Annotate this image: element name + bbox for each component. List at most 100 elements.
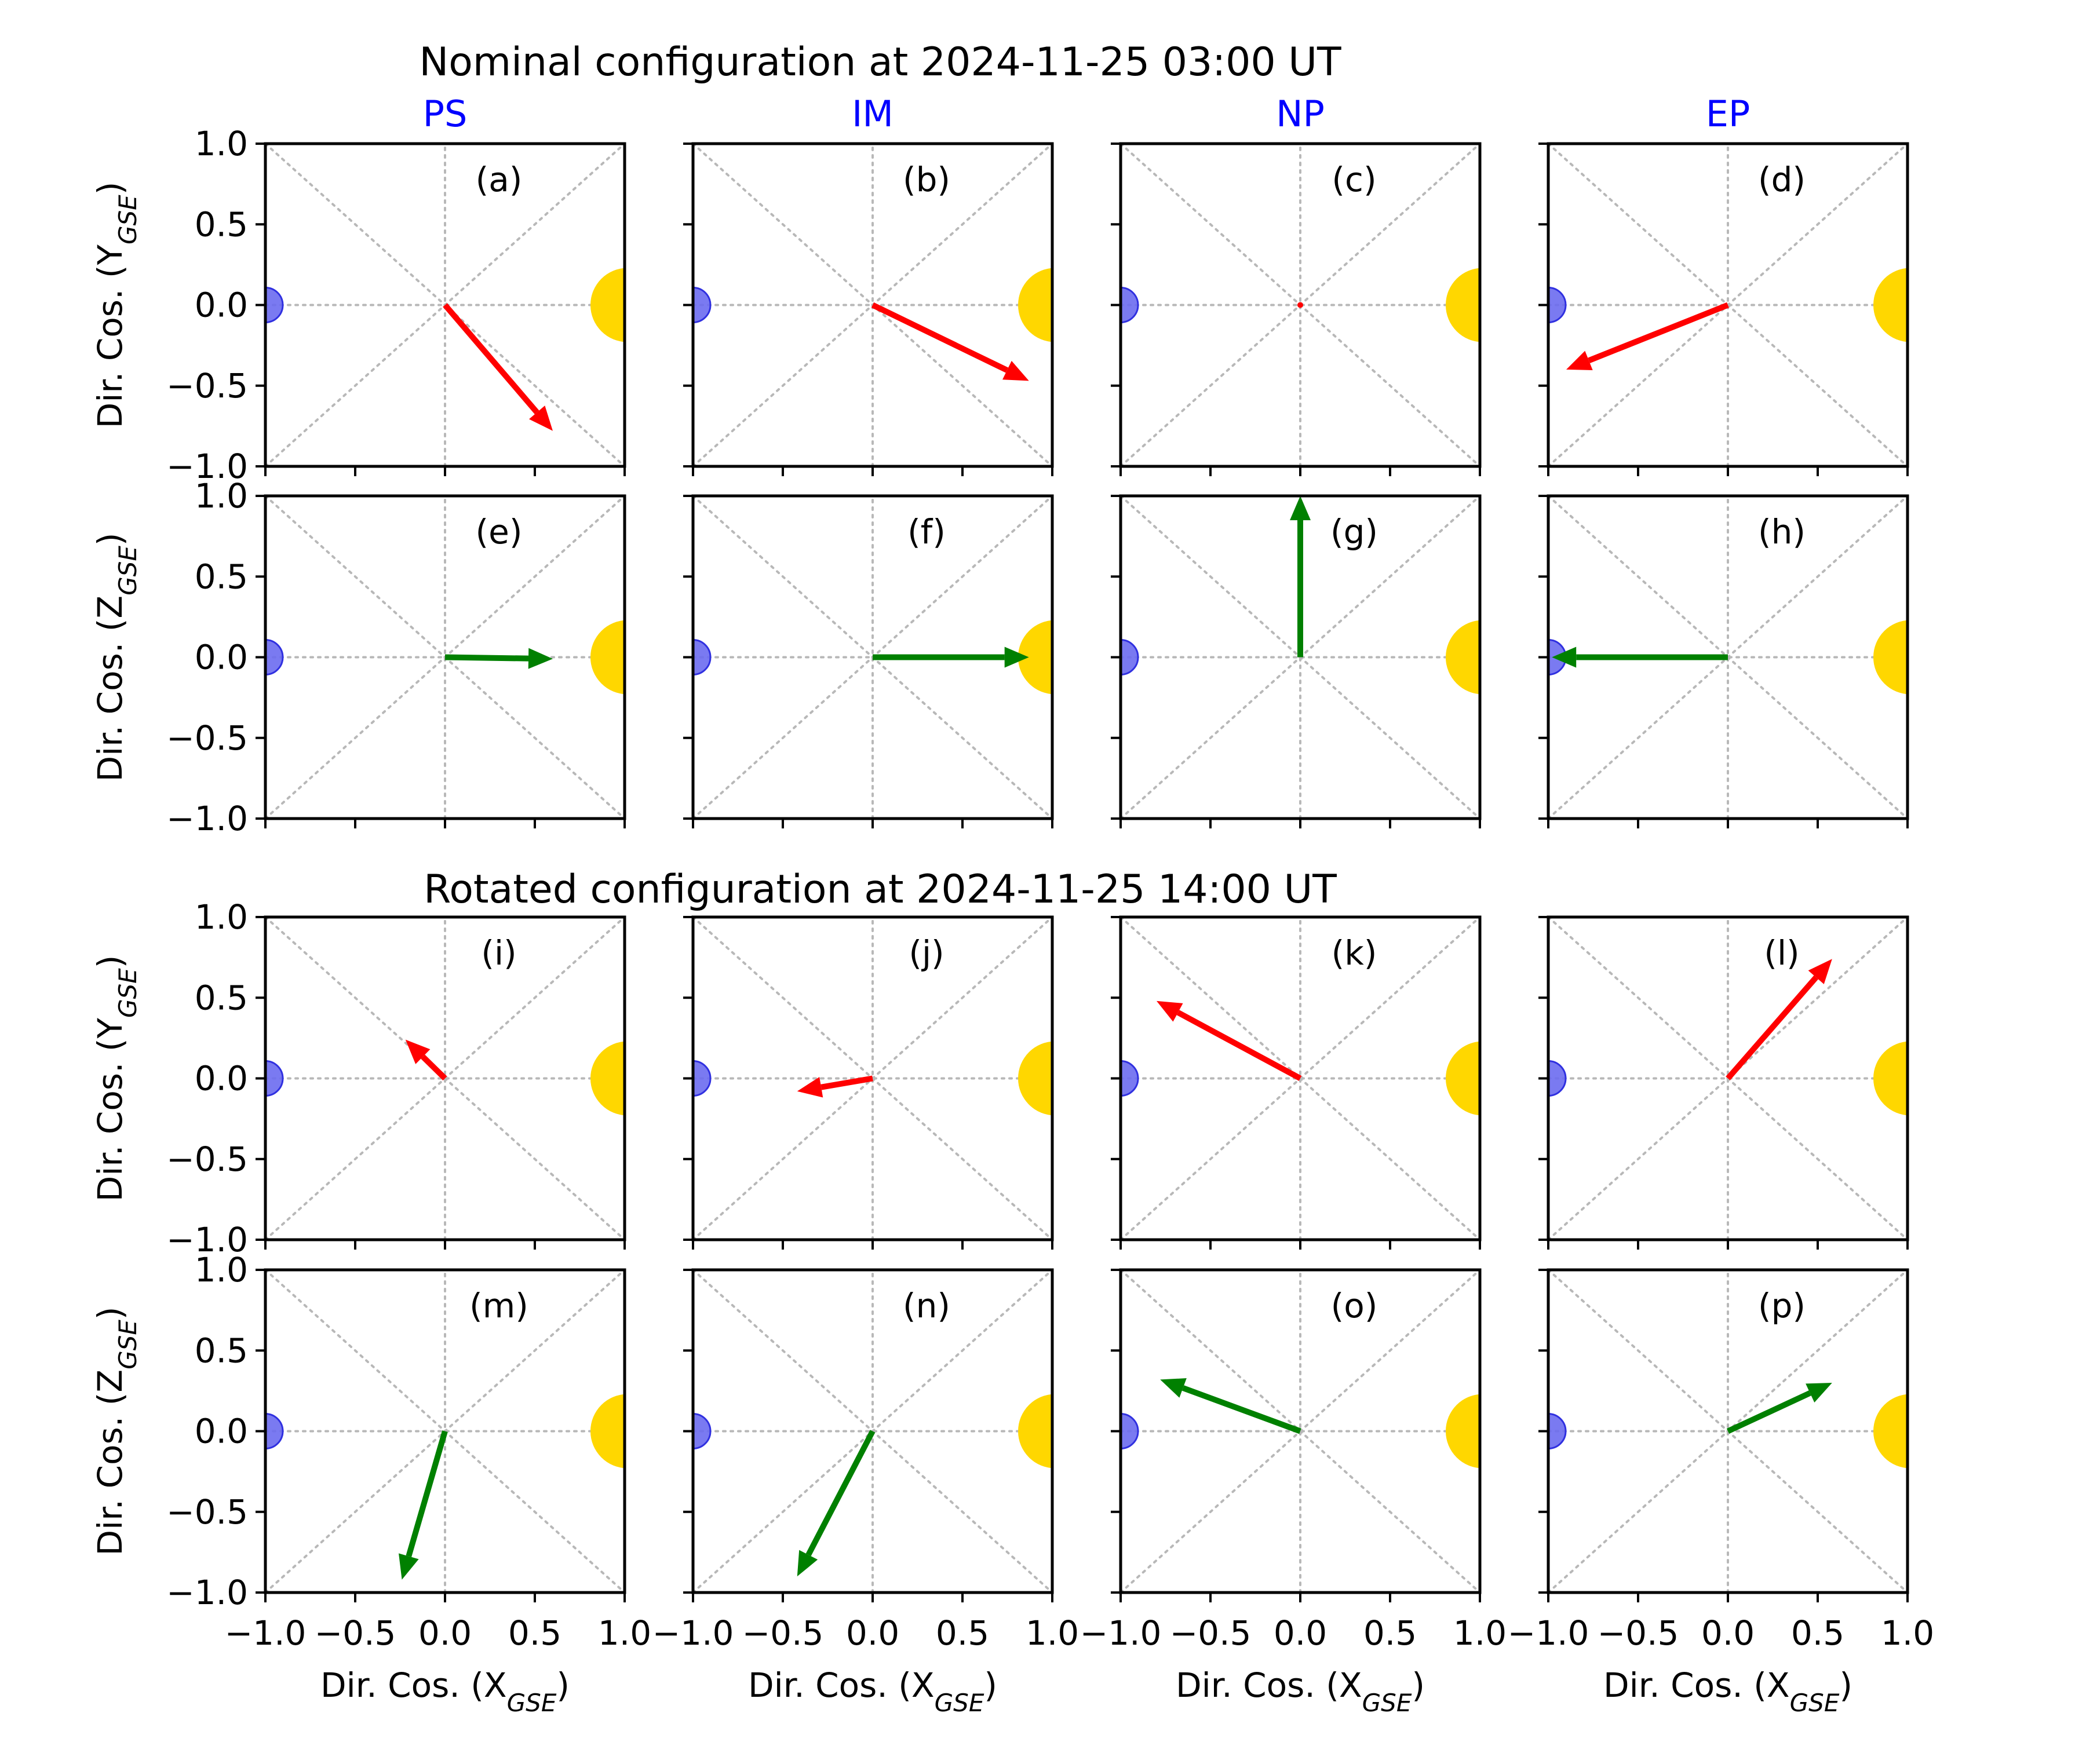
markers xyxy=(693,620,1052,695)
direction-arrow xyxy=(1588,302,1729,363)
earth-marker xyxy=(693,1413,712,1449)
markers xyxy=(1121,268,1480,342)
x-tick-label: 1.0 xyxy=(1026,1613,1079,1653)
panel-d: (d) xyxy=(1538,142,1909,476)
sun-marker xyxy=(1873,620,1908,695)
y-axis-label: Dir. Cos. (YGSE) xyxy=(90,182,142,429)
x-tick-label: −1.0 xyxy=(225,1613,307,1653)
panel-c: (c) xyxy=(1111,142,1482,476)
direction-arrowhead xyxy=(1806,1382,1832,1403)
panel-label: (b) xyxy=(903,160,950,199)
earth-marker xyxy=(693,639,712,675)
markers xyxy=(1548,1041,1908,1116)
column-title-im: IM xyxy=(852,93,894,135)
y-tick-label: 0.5 xyxy=(195,978,248,1017)
direction-arrow xyxy=(871,302,1009,373)
markers xyxy=(1548,1394,1908,1469)
x-axis-label: Dir. Cos. (XGSE) xyxy=(320,1666,570,1717)
earth-marker xyxy=(265,287,284,323)
earth-marker xyxy=(1121,1060,1139,1097)
direction-arrow xyxy=(1176,1010,1302,1081)
y-tick-label: −0.5 xyxy=(166,366,248,406)
panel-label: (g) xyxy=(1330,512,1378,552)
direction-arrow xyxy=(1726,1390,1811,1434)
panel-label: (h) xyxy=(1758,512,1806,552)
y-tick-label: 1.0 xyxy=(195,1250,248,1290)
direction-arrowhead xyxy=(399,1553,419,1580)
sun-marker xyxy=(1446,1041,1480,1116)
y-tick-label: −0.5 xyxy=(166,1140,248,1179)
earth-marker xyxy=(1548,287,1567,323)
direction-arrow xyxy=(1726,975,1818,1080)
y-tick-label: −0.5 xyxy=(166,718,248,758)
markers xyxy=(265,1394,625,1469)
direction-arrowhead xyxy=(1808,959,1832,984)
y-axis-label: Dir. Cos. (ZGSE) xyxy=(90,1307,142,1556)
direction-arrow xyxy=(406,1430,448,1557)
x-tick-label: 0.5 xyxy=(1791,1613,1844,1653)
x-axis-label: Dir. Cos. (XGSE) xyxy=(1176,1666,1425,1717)
sun-marker xyxy=(1018,1041,1052,1116)
direction-arrowhead xyxy=(1160,1378,1187,1398)
earth-marker xyxy=(265,1060,284,1097)
panel-label: (n) xyxy=(903,1286,950,1325)
earth-marker xyxy=(1121,287,1139,323)
sun-marker xyxy=(590,1041,625,1116)
y-tick-label: 0.0 xyxy=(195,1412,248,1451)
panel-label: (m) xyxy=(469,1286,528,1325)
x-tick-label: −1.0 xyxy=(1508,1613,1589,1653)
direction-arrowhead xyxy=(1002,360,1029,381)
sun-marker xyxy=(1018,268,1052,342)
panel-l: (l) xyxy=(1538,915,1909,1250)
panel-label: (k) xyxy=(1332,933,1377,973)
title-nominal: Nominal configuration at 2024-11-25 03:0… xyxy=(419,39,1341,85)
panel-label: (f) xyxy=(907,512,946,552)
panel-label: (i) xyxy=(481,933,516,973)
sun-marker xyxy=(1018,1394,1052,1469)
column-title-ps: PS xyxy=(423,93,468,135)
x-tick-label: −1.0 xyxy=(1080,1613,1162,1653)
sun-marker xyxy=(1873,1041,1908,1116)
earth-marker xyxy=(1121,639,1139,675)
sun-marker xyxy=(1446,620,1480,695)
x-tick-label: 0.5 xyxy=(1363,1613,1417,1653)
direction-arrow xyxy=(1297,302,1303,308)
y-tick-label: −1.0 xyxy=(166,1573,248,1612)
panel-i: (i) −1.0 −0.5 0.0 0.5 1.0 Dir. Cos. (YGSE) xyxy=(90,897,626,1259)
markers xyxy=(265,1041,625,1116)
sun-marker xyxy=(1446,1394,1480,1469)
direction-arrow xyxy=(820,1075,873,1090)
x-tick-label: 1.0 xyxy=(598,1613,651,1653)
panel-k: (k) xyxy=(1111,915,1482,1250)
sun-marker xyxy=(590,1394,625,1469)
x-tick-label: 0.0 xyxy=(846,1613,899,1653)
sun-marker xyxy=(1446,268,1480,342)
x-tick-label: 0.0 xyxy=(1274,1613,1327,1653)
sun-marker xyxy=(1873,268,1908,342)
column-title-ep: EP xyxy=(1706,93,1751,135)
markers xyxy=(693,268,1052,342)
sun-marker xyxy=(590,268,625,342)
markers xyxy=(693,1041,1052,1116)
x-tick-label: 0.5 xyxy=(508,1613,561,1653)
earth-marker xyxy=(1548,1413,1567,1449)
markers xyxy=(265,620,625,695)
markers xyxy=(693,1394,1052,1469)
x-tick-label: 1.0 xyxy=(1881,1613,1934,1653)
y-tick-label: 0.0 xyxy=(195,286,248,325)
panel-label: (j) xyxy=(909,933,944,973)
y-tick-label: 1.0 xyxy=(195,897,248,937)
title-rotated: Rotated configuration at 2024-11-25 14:0… xyxy=(424,867,1337,912)
x-axis-label: Dir. Cos. (XGSE) xyxy=(748,1666,997,1717)
direction-arrowhead xyxy=(529,406,553,431)
markers xyxy=(1121,1394,1480,1469)
y-tick-label: 0.0 xyxy=(195,1059,248,1098)
panel-label: (p) xyxy=(1758,1286,1806,1325)
y-tick-label: 0.5 xyxy=(195,204,248,244)
y-tick-label: −1.0 xyxy=(166,447,248,486)
x-tick-label: −1.0 xyxy=(652,1613,734,1653)
y-tick-label: 0.0 xyxy=(195,638,248,677)
y-tick-label: −1.0 xyxy=(166,799,248,838)
